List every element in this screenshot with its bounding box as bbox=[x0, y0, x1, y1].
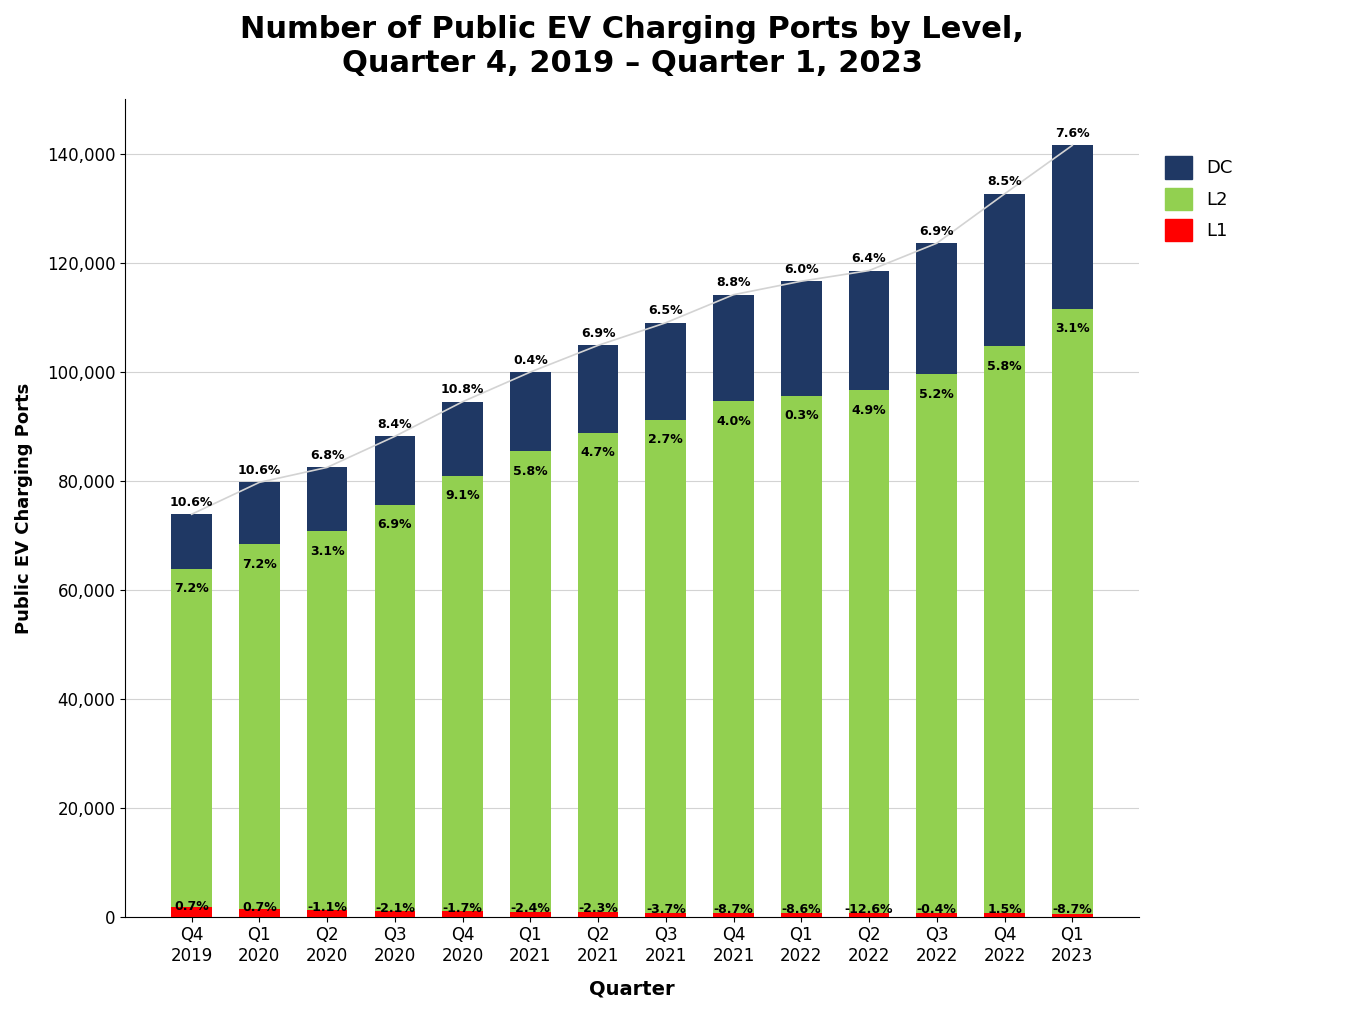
Bar bbox=[374, 437, 416, 504]
Text: 0.7%: 0.7% bbox=[174, 900, 209, 913]
Text: 7.2%: 7.2% bbox=[174, 582, 209, 596]
Bar bbox=[1052, 146, 1092, 309]
Text: 10.6%: 10.6% bbox=[238, 464, 281, 477]
Bar bbox=[510, 912, 551, 917]
Bar bbox=[984, 346, 1025, 913]
Text: 9.1%: 9.1% bbox=[446, 489, 479, 502]
Bar bbox=[239, 909, 279, 917]
Text: 7.6%: 7.6% bbox=[1054, 127, 1089, 140]
Bar bbox=[782, 396, 822, 913]
Text: -2.3%: -2.3% bbox=[578, 903, 618, 916]
Bar bbox=[645, 323, 686, 419]
Text: 2.7%: 2.7% bbox=[648, 434, 683, 447]
Text: 6.9%: 6.9% bbox=[919, 225, 954, 238]
Text: 5.8%: 5.8% bbox=[987, 360, 1022, 373]
Bar bbox=[578, 345, 618, 433]
Text: 8.8%: 8.8% bbox=[717, 277, 751, 290]
Legend: DC, L2, L1: DC, L2, L1 bbox=[1158, 149, 1241, 248]
Text: 6.8%: 6.8% bbox=[310, 449, 344, 462]
Text: 0.3%: 0.3% bbox=[784, 409, 818, 422]
Text: 1.5%: 1.5% bbox=[987, 903, 1022, 916]
Bar bbox=[171, 907, 212, 917]
Text: 0.7%: 0.7% bbox=[242, 901, 277, 914]
Bar bbox=[1052, 309, 1092, 914]
Text: 7.2%: 7.2% bbox=[242, 557, 277, 570]
Text: -2.1%: -2.1% bbox=[375, 902, 414, 915]
Text: -3.7%: -3.7% bbox=[645, 903, 686, 916]
Bar bbox=[917, 914, 957, 917]
Bar bbox=[578, 433, 618, 913]
Bar bbox=[443, 912, 483, 917]
Text: -0.4%: -0.4% bbox=[917, 903, 957, 916]
Text: 4.9%: 4.9% bbox=[852, 404, 887, 417]
Bar bbox=[713, 295, 753, 401]
Text: 10.6%: 10.6% bbox=[170, 495, 213, 509]
Text: -8.7%: -8.7% bbox=[1053, 904, 1092, 916]
Text: 3.1%: 3.1% bbox=[309, 545, 344, 558]
Text: 6.9%: 6.9% bbox=[580, 327, 616, 340]
Bar bbox=[849, 914, 890, 917]
Text: -8.7%: -8.7% bbox=[714, 903, 753, 916]
Bar bbox=[374, 504, 416, 911]
Bar bbox=[645, 419, 686, 913]
Title: Number of Public EV Charging Ports by Level,
Quarter 4, 2019 – Quarter 1, 2023: Number of Public EV Charging Ports by Le… bbox=[240, 15, 1023, 78]
X-axis label: Quarter: Quarter bbox=[589, 979, 675, 998]
Bar bbox=[645, 913, 686, 917]
Text: 8.5%: 8.5% bbox=[987, 175, 1022, 188]
Text: 0.4%: 0.4% bbox=[513, 354, 548, 367]
Bar bbox=[849, 270, 890, 390]
Bar bbox=[171, 515, 212, 568]
Text: -1.1%: -1.1% bbox=[308, 902, 347, 915]
Text: 10.8%: 10.8% bbox=[441, 383, 485, 396]
Text: -8.6%: -8.6% bbox=[782, 903, 821, 916]
Bar bbox=[578, 913, 618, 917]
Bar bbox=[306, 467, 347, 532]
Bar bbox=[782, 282, 822, 396]
Bar bbox=[713, 913, 753, 917]
Text: 5.8%: 5.8% bbox=[513, 465, 548, 478]
Bar bbox=[510, 452, 551, 912]
Text: 6.4%: 6.4% bbox=[852, 252, 887, 265]
Text: 8.4%: 8.4% bbox=[378, 418, 412, 431]
Text: 3.1%: 3.1% bbox=[1054, 322, 1089, 335]
Text: 6.0%: 6.0% bbox=[784, 262, 818, 276]
Bar bbox=[782, 913, 822, 917]
Bar bbox=[443, 402, 483, 475]
Bar bbox=[713, 401, 753, 913]
Bar bbox=[239, 544, 279, 909]
Bar bbox=[1052, 914, 1092, 917]
Bar bbox=[984, 193, 1025, 346]
Text: -1.7%: -1.7% bbox=[443, 902, 482, 915]
Text: 4.0%: 4.0% bbox=[717, 414, 751, 427]
Bar bbox=[306, 910, 347, 917]
Y-axis label: Public EV Charging Ports: Public EV Charging Ports bbox=[15, 382, 32, 633]
Text: -2.4%: -2.4% bbox=[510, 903, 551, 915]
Bar bbox=[510, 372, 551, 452]
Bar bbox=[443, 475, 483, 912]
Bar bbox=[171, 568, 212, 907]
Bar bbox=[984, 913, 1025, 917]
Bar bbox=[917, 374, 957, 914]
Bar bbox=[374, 911, 416, 917]
Text: 6.5%: 6.5% bbox=[648, 304, 683, 317]
Text: 4.7%: 4.7% bbox=[580, 447, 616, 460]
Bar bbox=[849, 390, 890, 914]
Bar bbox=[917, 243, 957, 374]
Text: -12.6%: -12.6% bbox=[845, 903, 894, 916]
Bar bbox=[239, 482, 279, 544]
Text: 6.9%: 6.9% bbox=[378, 519, 412, 532]
Bar bbox=[306, 532, 347, 910]
Text: 5.2%: 5.2% bbox=[919, 388, 954, 400]
